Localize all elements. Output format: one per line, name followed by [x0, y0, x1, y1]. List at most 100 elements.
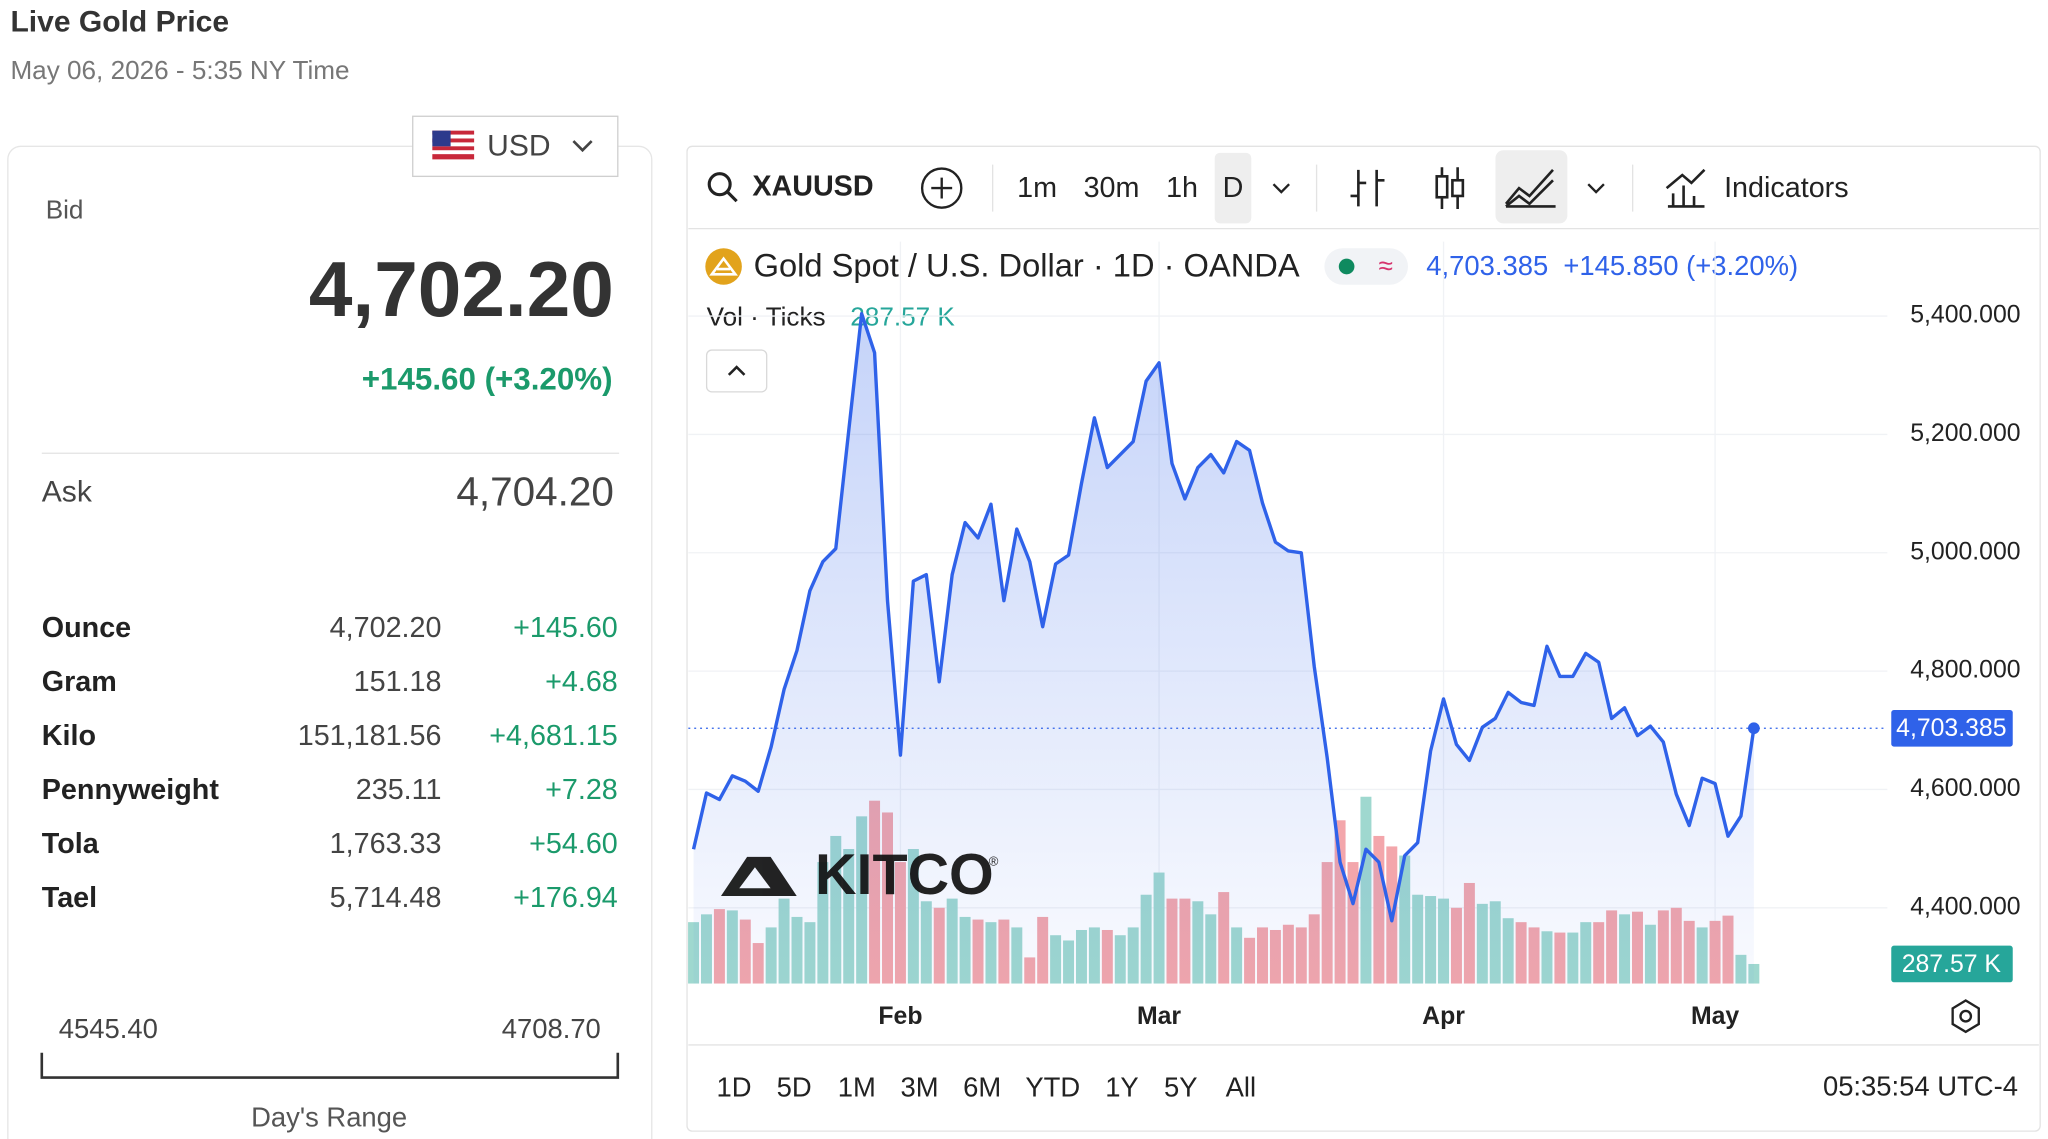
unit-price: 4,702.20	[330, 612, 442, 644]
currency-select[interactable]: USD	[412, 115, 619, 178]
interval-button[interactable]: 30m	[1084, 172, 1140, 204]
range-button[interactable]: 1D	[717, 1072, 752, 1103]
x-tick-label: May	[1691, 1003, 1739, 1030]
unit-change: +4,681.15	[489, 720, 618, 752]
unit-price: 235.11	[356, 774, 442, 806]
collapse-button[interactable]	[705, 349, 768, 393]
search-icon	[707, 172, 732, 197]
unit-name: Ounce	[42, 612, 131, 644]
currency-label[interactable]: USD	[487, 130, 550, 163]
symbol-logo	[709, 256, 738, 276]
range-button[interactable]: 1Y	[1105, 1072, 1139, 1103]
unit-name: Tola	[42, 828, 100, 860]
unit-price: 151,181.56	[298, 720, 442, 752]
unit-name: Kilo	[42, 720, 96, 752]
price-badge-label: 4,703.385	[1896, 715, 2006, 742]
unit-change: +54.60	[529, 828, 618, 860]
chevron[interactable]	[1272, 183, 1290, 194]
ask-price: 4,704.20	[456, 469, 614, 515]
clock: 05:35:54 UTC-4	[1823, 1070, 2018, 1101]
area	[693, 313, 1754, 984]
active-style-bg	[1495, 150, 1568, 224]
series-title: Gold Spot / U.S. Dollar · 1D · OANDA	[754, 246, 1300, 283]
area-icon[interactable]	[1504, 168, 1554, 208]
candles-icon	[1451, 178, 1465, 198]
registered: ®	[989, 854, 999, 869]
unit-change: +7.28	[545, 774, 618, 806]
settings-button[interactable]	[1951, 999, 1980, 1034]
x-tick-label: Apr	[1422, 1003, 1465, 1030]
price-badge	[1891, 709, 2013, 747]
page-title: Live Gold Price	[10, 5, 229, 38]
chevron	[727, 365, 746, 376]
price-line	[691, 312, 1756, 923]
range-buttons: 1D 5D 1M 3M 6M YTD 1Y 5Y All	[717, 1072, 1257, 1103]
flag-stripe	[432, 138, 475, 143]
y-tick-label: 5,200.000	[1910, 420, 2020, 447]
y-tick-label: 4,800.000	[1910, 657, 2020, 684]
logo-mark	[720, 856, 797, 897]
settings-icon	[1959, 1009, 1973, 1023]
bid-change: +145.60 (+3.20%)	[362, 362, 613, 397]
toolbar: XAUUSD 1m 30m 1h D Indicators	[707, 150, 1849, 224]
last-point	[1747, 722, 1760, 735]
unit-change: +4.68	[545, 666, 618, 698]
range-button[interactable]: All	[1226, 1072, 1256, 1103]
symbol-search[interactable]: XAUUSD	[707, 171, 874, 203]
unit-name: Pennyweight	[42, 774, 220, 806]
plot-area: 5,400.000 5,200.000 5,000.000 4,800.000 4,60…	[688, 241, 2021, 1030]
bid-price: 4,702.20	[309, 245, 614, 333]
y-tick-label: 5,400.000	[1910, 302, 2020, 329]
range-button[interactable]: 5D	[777, 1072, 812, 1103]
unit-price: 1,763.33	[330, 828, 442, 860]
status-badge	[1324, 248, 1408, 285]
interval-button[interactable]: 1m	[1017, 172, 1057, 204]
status-icon: ≈	[1379, 251, 1393, 281]
bars-icon[interactable]	[1350, 169, 1385, 207]
range-button[interactable]: 1M	[838, 1072, 876, 1103]
market-status	[1338, 258, 1355, 275]
y-tick-label: 4,400.000	[1910, 893, 2020, 920]
range-label: Day's Range	[251, 1102, 407, 1133]
candles-icon	[1435, 175, 1449, 199]
compare-button[interactable]	[920, 167, 963, 209]
indicators-icon	[1665, 168, 1706, 208]
flag-stripe	[432, 130, 475, 135]
y-tick-label: 4,600.000	[1910, 775, 2020, 802]
x-tick-label: Feb	[878, 1003, 922, 1030]
range-high: 4708.70	[502, 1013, 601, 1044]
active-interval-bg	[1214, 152, 1252, 224]
interval-button[interactable]: D	[1223, 172, 1244, 204]
interval-button[interactable]: 1h	[1166, 172, 1198, 204]
volume-badge-label: 287.57 K	[1902, 951, 2002, 978]
range-button[interactable]: 6M	[963, 1072, 1001, 1103]
indicators-button[interactable]: Indicators	[1665, 168, 1849, 208]
unit-table: Ounce 4,702.20 +145.60 Gram 151.18 +4.68 Kilo 1…	[42, 612, 618, 914]
unit-price: 5,714.48	[330, 882, 442, 914]
ask-label: Ask	[42, 476, 93, 509]
legend-price: 4,703.385	[1426, 250, 1548, 281]
unit-price: 151.18	[354, 666, 442, 698]
watermark: KITCO ®	[720, 843, 999, 907]
search-icon	[726, 190, 738, 203]
volume-badge	[1891, 945, 2013, 983]
panel-card	[7, 145, 653, 1139]
range-button[interactable]: 5Y	[1164, 1072, 1198, 1103]
flag-stripe	[432, 154, 475, 160]
unit-name: Tael	[42, 882, 97, 914]
symbol-logo	[705, 248, 742, 285]
plus-icon	[931, 177, 953, 199]
range-low: 4545.40	[59, 1013, 158, 1044]
logo-text: KITCO	[815, 843, 994, 907]
range-bar	[40, 1052, 620, 1079]
chevron[interactable]	[1587, 183, 1605, 194]
chevron	[572, 140, 593, 153]
indicators-label[interactable]: Indicators	[1724, 172, 1849, 204]
unit-change: +145.60	[513, 612, 618, 644]
symbol[interactable]: XAUUSD	[752, 171, 873, 203]
range-button[interactable]: YTD	[1025, 1072, 1080, 1103]
range-button[interactable]: 3M	[900, 1072, 938, 1103]
legend-change: +145.850 (+3.20%)	[1563, 250, 1798, 281]
